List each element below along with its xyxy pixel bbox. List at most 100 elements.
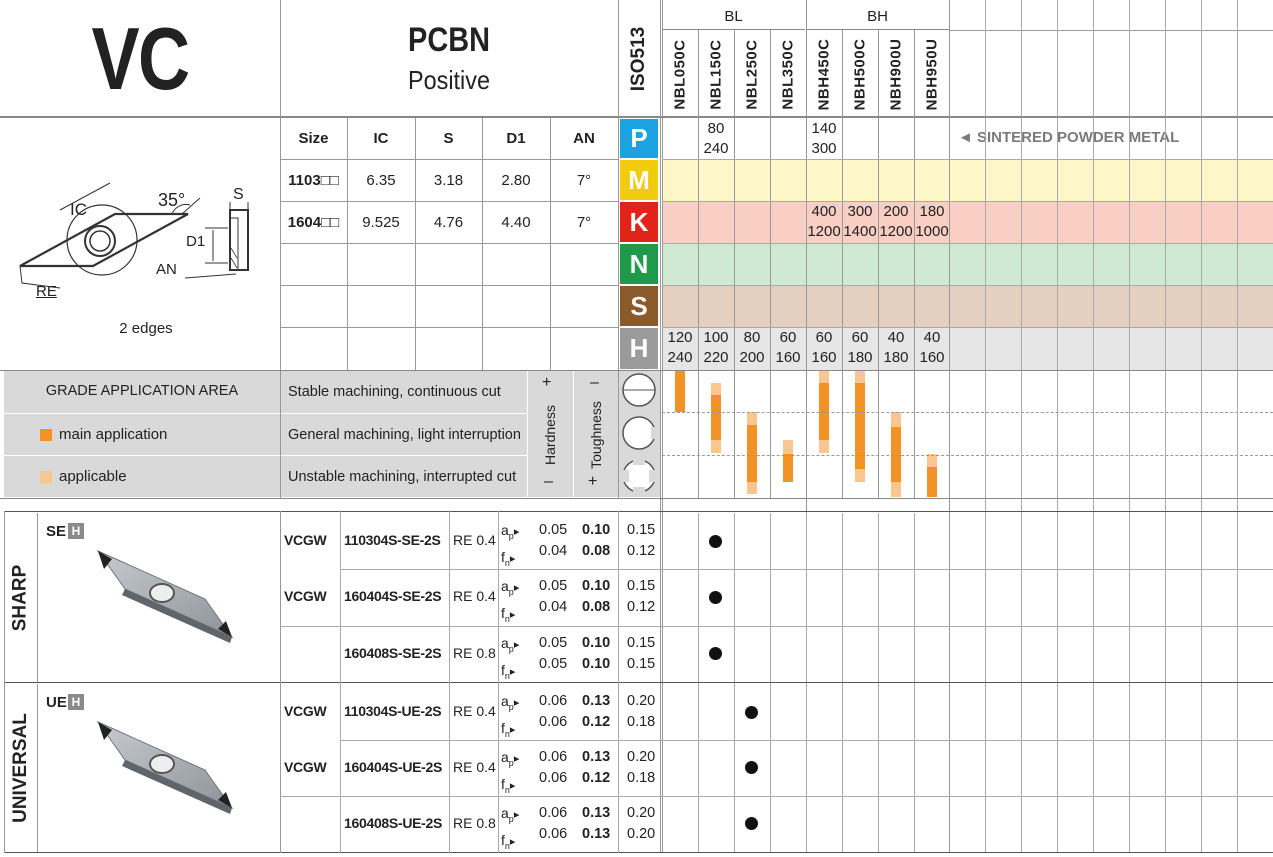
fn-sub: n xyxy=(504,840,510,851)
feed-rate: 0.15 xyxy=(627,656,656,672)
grid-vline xyxy=(280,511,281,853)
grid-hline xyxy=(280,243,618,244)
insert-code[interactable]: 160404S-UE-2S xyxy=(344,759,443,775)
iso-band-h xyxy=(662,327,1273,370)
legend-main: main application xyxy=(4,413,280,455)
ap-label: a xyxy=(501,749,509,765)
corner-radius: RE 0.4 xyxy=(453,532,496,548)
grid-vline xyxy=(734,30,735,498)
insert-code[interactable]: 160408S-SE-2S xyxy=(344,645,442,661)
depth-of-cut: 0.10 xyxy=(582,635,611,651)
iso-group-h: H xyxy=(620,328,658,369)
cut-icons xyxy=(618,370,660,497)
arrow-icon: ▸ xyxy=(513,753,520,765)
legend-applicable-swatch xyxy=(40,470,52,483)
group-bh: BH xyxy=(806,4,949,30)
depth-of-cut: 0.05 xyxy=(539,635,568,651)
depth-of-cut: 0.05 xyxy=(539,578,568,594)
depth-of-cut: 0.20 xyxy=(627,693,656,709)
grade-header: NBL250C xyxy=(734,32,770,116)
toughness-scale xyxy=(573,370,618,497)
insert-type: VCGW xyxy=(284,759,327,775)
grid-vline xyxy=(878,30,879,498)
section-label-wrap: SHARP xyxy=(4,513,38,682)
arrow-icon: ▸ xyxy=(513,809,520,821)
grid-hline xyxy=(340,626,1273,627)
speed-min: 40 xyxy=(887,329,905,346)
grid-hline xyxy=(280,159,618,160)
feed-rate: 0.18 xyxy=(627,714,656,730)
bar-applicable xyxy=(711,382,721,396)
grid-vline xyxy=(842,513,843,853)
feed-rate: 0.08 xyxy=(582,599,611,615)
dim-cell-s: 3.18 xyxy=(433,171,464,189)
feed-rate: 0.13 xyxy=(582,826,611,842)
cutting-speed: 60 160 xyxy=(770,328,806,368)
depth-of-cut: 0.20 xyxy=(627,805,656,821)
grid-hline xyxy=(340,569,1273,570)
ap-sub: p xyxy=(508,757,514,768)
depth-of-cut: 0.10 xyxy=(582,578,611,594)
speed-max: 220 xyxy=(703,349,729,366)
depth-of-cut: 0.15 xyxy=(627,578,656,594)
insert-code[interactable]: 160404S-SE-2S xyxy=(344,588,442,604)
legend-main-swatch xyxy=(40,428,52,441)
insert-code[interactable]: 110304S-UE-2S xyxy=(344,703,442,719)
grid-hline xyxy=(280,327,618,328)
toughness-label: Toughness xyxy=(587,401,604,469)
ap-fn-labels: ap▸ fn▸ xyxy=(501,691,519,745)
cutting-speed: 40 160 xyxy=(914,328,950,368)
insert-code[interactable]: 160408S-UE-2S xyxy=(344,815,443,831)
grid-vline xyxy=(660,0,661,853)
iso-band-n xyxy=(662,243,1273,285)
corner-radius: RE 0.4 xyxy=(453,703,496,719)
application-title: GRADE APPLICATION AREA xyxy=(45,383,239,399)
arrow-icon: ▸ xyxy=(509,552,516,565)
section-label-wrap: UNIVERSAL xyxy=(4,684,38,852)
dashed-divider xyxy=(662,455,1273,456)
feed-rate: 0.04 xyxy=(539,543,568,559)
label-re: RE xyxy=(36,283,57,300)
grid-hline xyxy=(662,201,1273,202)
bar-applicable xyxy=(711,439,721,453)
section-label: SHARP xyxy=(9,564,31,631)
label-an: AN xyxy=(156,261,177,278)
material-title: PCBN xyxy=(408,20,490,59)
grade-header: NBH900U xyxy=(878,32,914,116)
grade-header: NBH450C xyxy=(806,32,842,116)
insert-photo xyxy=(90,712,260,822)
condition-label: Stable machining, continuous cut xyxy=(280,370,527,413)
dim-cell-size: 1103□□ xyxy=(288,171,339,189)
grid-vline xyxy=(340,511,341,853)
grid-hline xyxy=(280,626,340,627)
iso-band-m xyxy=(662,159,1273,201)
grid-hline xyxy=(662,327,1273,328)
bar-applicable xyxy=(891,481,901,497)
arrow-icon: ▸ xyxy=(513,526,520,538)
grid-vline xyxy=(698,513,699,853)
grid-vline xyxy=(949,0,950,853)
fn-label: f xyxy=(501,661,505,678)
grade-header-label: NBH950U xyxy=(923,38,941,110)
dim-col-header: S xyxy=(443,130,454,147)
bar-main-application xyxy=(891,427,901,482)
grade-header: NBH950U xyxy=(914,32,950,116)
recommended-grade-dot xyxy=(709,535,722,548)
speed-min: 60 xyxy=(851,329,869,346)
fn-label: f xyxy=(501,775,505,792)
depth-of-cut: 0.15 xyxy=(627,635,656,651)
iso-label: ISO513 xyxy=(628,26,649,91)
grid-vline xyxy=(770,30,771,498)
dim-cell-ic: 6.35 xyxy=(366,171,396,189)
insert-code[interactable]: 110304S-SE-2S xyxy=(344,532,441,548)
speed-max: 200 xyxy=(739,349,765,366)
iso-group-n: N xyxy=(620,244,658,284)
dim-cell-d1: 2.80 xyxy=(501,171,531,189)
corner-radius: RE 0.4 xyxy=(453,588,496,604)
ap-fn-labels: ap▸ fn▸ xyxy=(501,520,519,574)
grid-hline xyxy=(0,117,1273,118)
grid-vline xyxy=(4,511,5,853)
grid-hline xyxy=(662,285,1273,286)
grid-vline xyxy=(347,118,348,370)
ap-label: a xyxy=(501,635,509,651)
